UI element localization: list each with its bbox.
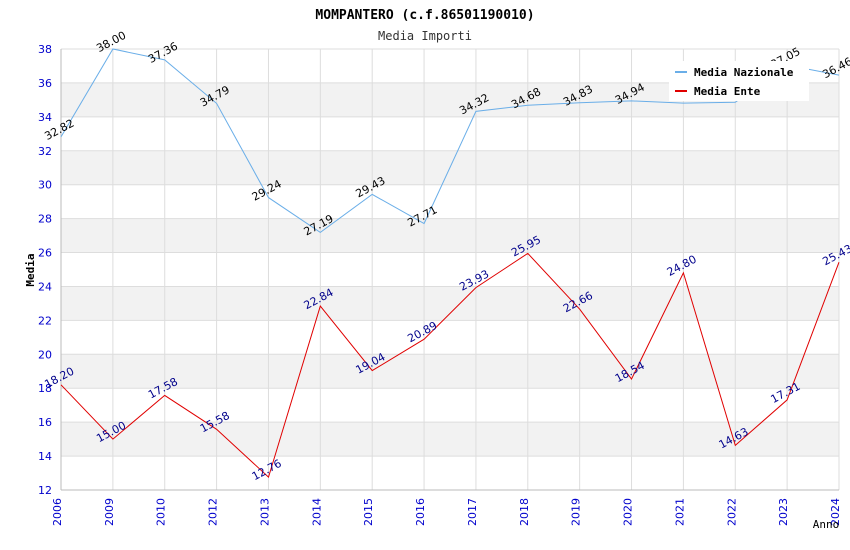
- y-tick-label: 14: [38, 450, 52, 463]
- x-tick-label: 2012: [207, 498, 220, 526]
- background-band: [61, 218, 839, 253]
- x-tick-label: 2022: [725, 498, 738, 526]
- y-tick-label: 12: [38, 484, 52, 497]
- x-tick-label: 2013: [258, 498, 271, 526]
- y-tick-label: 18: [38, 382, 52, 395]
- y-tick-label: 22: [38, 314, 52, 327]
- x-tick-label: 2020: [622, 498, 635, 526]
- x-tick-label: 2021: [673, 498, 686, 526]
- y-axis-title: Media: [24, 253, 37, 286]
- background-bands: [61, 82, 839, 457]
- x-tick-label: 2009: [103, 498, 116, 526]
- chart-title: MOMPANTERO (c.f.86501190010): [315, 8, 534, 23]
- y-tick-label: 28: [38, 213, 52, 226]
- x-tick-label: 2019: [570, 498, 583, 526]
- x-tick-label: 2024: [829, 498, 842, 526]
- x-tick-label: 2006: [51, 498, 64, 526]
- background-band: [61, 422, 839, 457]
- data-label: 37.36: [146, 40, 180, 66]
- data-label: 12.76: [250, 457, 284, 483]
- y-tick-label: 34: [38, 111, 52, 124]
- y-tick-label: 32: [38, 145, 52, 158]
- legend-entry: Media Ente: [694, 85, 761, 98]
- y-tick-label: 26: [38, 247, 52, 260]
- data-label: 20.89: [405, 319, 439, 345]
- series-lines: [60, 48, 840, 479]
- y-tick-label: 38: [38, 43, 52, 56]
- y-tick-label: 36: [38, 77, 52, 90]
- background-band: [61, 286, 839, 321]
- x-tick-label: 2010: [155, 498, 168, 526]
- x-axis-title: Anno: [813, 518, 840, 531]
- data-label: 24.80: [665, 253, 699, 279]
- x-tick-label: 2018: [518, 498, 531, 526]
- chart-subtitle: Media Importi: [378, 29, 472, 43]
- x-tick-label: 2014: [310, 498, 323, 526]
- legend-box: [669, 61, 809, 101]
- legend-entry: Media Nazionale: [694, 66, 794, 79]
- x-tick-label: 2016: [414, 498, 427, 526]
- series-line-media-ente: [60, 252, 840, 479]
- x-tick-label: 2023: [777, 498, 790, 526]
- y-tick-label: 20: [38, 348, 52, 361]
- legend: Media Nazionale Media Ente: [669, 61, 809, 101]
- series-line-media-nazionale: [60, 48, 840, 234]
- data-label: 36.46: [820, 55, 850, 81]
- y-tick-label: 24: [38, 280, 52, 293]
- x-tick-label: 2017: [466, 498, 479, 526]
- y-tick-label: 30: [38, 179, 52, 192]
- x-tick-label: 2015: [362, 498, 375, 526]
- y-tick-label: 16: [38, 416, 52, 429]
